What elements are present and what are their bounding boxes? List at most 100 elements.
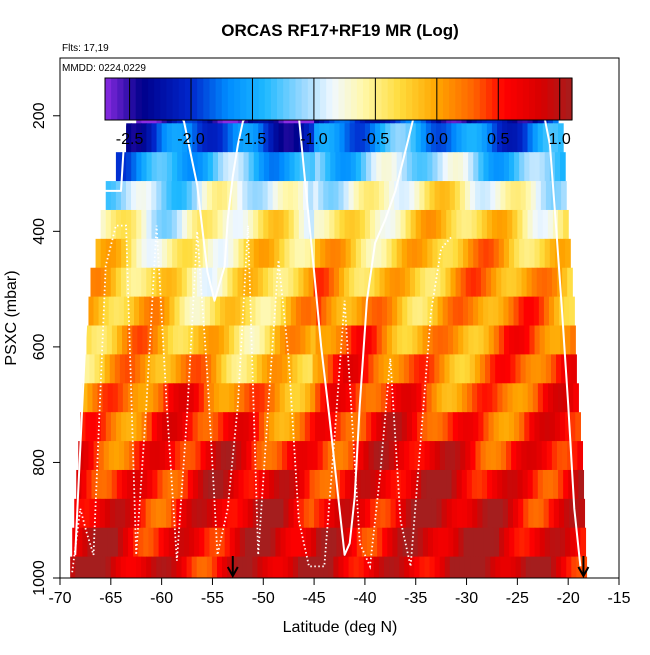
heat-cell (205, 441, 212, 471)
heat-cell (475, 181, 481, 211)
x-tick-label: -70 (48, 590, 71, 607)
heat-cell (217, 123, 224, 153)
heat-cell (326, 296, 332, 327)
heat-cell (497, 498, 504, 529)
heat-cell (374, 267, 381, 298)
heat-cell (176, 498, 182, 529)
heat-cell (410, 469, 417, 500)
heat-cell (390, 498, 397, 529)
heat-cell (169, 296, 176, 327)
heat-cell (158, 527, 165, 558)
heat-cell (538, 498, 545, 529)
heat-cell (130, 354, 136, 384)
heat-cell (233, 152, 240, 182)
heat-cell (134, 296, 140, 327)
heat-cell (420, 267, 426, 298)
heat-cell (136, 267, 142, 298)
heat-cell (110, 556, 117, 578)
y-tick-label: 400 (31, 218, 48, 245)
heat-cell (452, 152, 459, 182)
heat-cell (256, 441, 263, 471)
heat-cell (554, 152, 561, 182)
heat-cell (274, 469, 280, 500)
heat-cell (371, 296, 378, 327)
heat-cell (110, 412, 117, 442)
heat-cell (110, 267, 117, 298)
heat-cell (389, 556, 395, 578)
heat-cell (452, 412, 459, 442)
heat-cell (210, 441, 217, 471)
heat-cell (305, 527, 312, 558)
heat-cell (537, 469, 544, 500)
heat-cell (329, 123, 336, 153)
heat-cell (177, 238, 183, 269)
heat-cell (232, 209, 239, 240)
heat-cell (211, 556, 218, 578)
heat-cell (473, 527, 480, 558)
heat-cell (138, 527, 144, 558)
heat-cell (427, 412, 433, 442)
heat-cell (579, 498, 586, 529)
heat-cell (248, 238, 255, 269)
heat-cell (550, 354, 557, 384)
heat-cell (366, 527, 373, 558)
heat-cell (213, 383, 220, 413)
heat-cell (470, 181, 476, 211)
heat-cell (160, 498, 167, 529)
heat-cell (482, 383, 488, 413)
heat-cell (442, 296, 449, 327)
heat-cell (212, 123, 219, 153)
heat-cell (500, 354, 506, 384)
heat-cell (303, 209, 310, 240)
heat-cell (350, 238, 357, 269)
heat-cell (400, 469, 407, 500)
heat-cell (126, 469, 133, 500)
heat-cell (349, 209, 356, 240)
heat-cell (511, 267, 518, 298)
heat-cell (419, 556, 426, 578)
heat-cell (87, 383, 94, 413)
heat-cell (390, 123, 396, 153)
heat-cell (459, 354, 466, 384)
heat-cell (459, 181, 466, 211)
heat-cell (339, 123, 346, 153)
heat-cell (389, 181, 395, 211)
heat-cell (323, 181, 329, 211)
heat-cell (186, 498, 193, 529)
heat-cell (422, 412, 428, 442)
heat-cell (355, 383, 362, 413)
heat-cell (202, 412, 209, 442)
heat-cell (212, 238, 219, 269)
heat-cell (283, 209, 290, 240)
heat-cell (226, 354, 233, 384)
heat-cell (292, 354, 298, 384)
heat-cell (467, 498, 473, 529)
heat-cell (171, 123, 178, 153)
heat-cell (141, 238, 148, 269)
heat-cell (356, 325, 363, 355)
heat-cell (320, 325, 327, 355)
heat-cell (472, 383, 478, 413)
heat-cell (354, 498, 361, 529)
heat-cell (496, 267, 502, 298)
heat-cell (313, 181, 319, 211)
heat-cell (439, 556, 446, 578)
heat-cell (329, 498, 336, 529)
heat-cell (495, 556, 502, 578)
colorbar-frame (104, 77, 573, 121)
heat-cell (289, 383, 296, 413)
heat-cell (376, 152, 382, 182)
heat-cell (478, 152, 485, 182)
heat-cell (89, 354, 96, 384)
heat-cell (462, 296, 469, 327)
heat-cell (577, 441, 584, 471)
heat-cell (248, 469, 255, 500)
heat-cell (532, 469, 539, 500)
heat-cell (98, 441, 105, 471)
heat-cell (218, 325, 225, 355)
heat-cell (331, 296, 338, 327)
colorbar-swatch (387, 78, 395, 120)
heat-cell (157, 469, 164, 500)
heat-cell (356, 296, 363, 327)
heat-cell (176, 267, 183, 298)
